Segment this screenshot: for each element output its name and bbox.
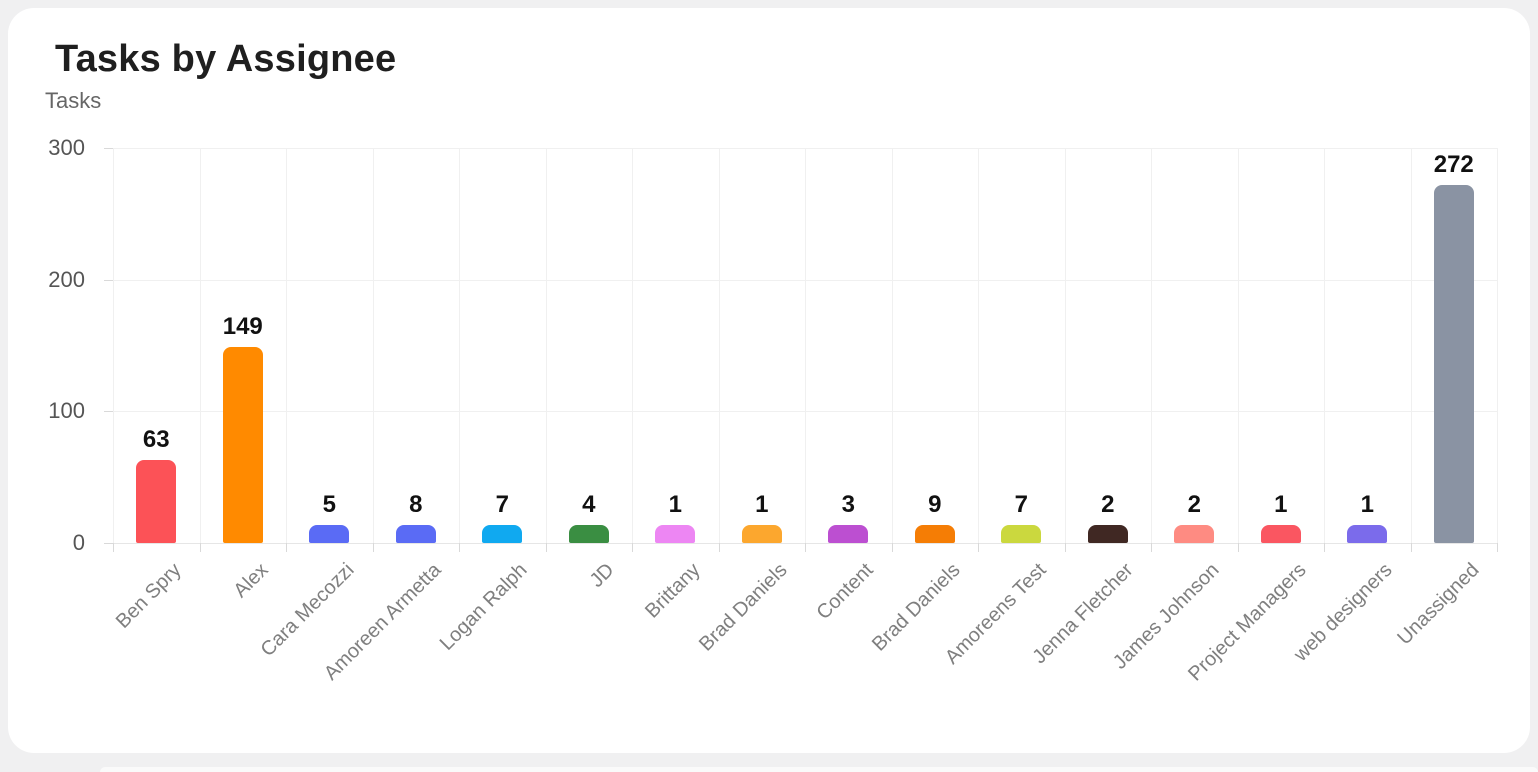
- x-axis-tick: [113, 543, 114, 552]
- y-axis-tick-label: 300: [48, 135, 85, 160]
- v-gridline: [286, 148, 287, 543]
- bar-brad-daniels[interactable]: [741, 525, 782, 543]
- plot-area: 0 100 200 300 63 149 5 8 7 4 1 1 3 9 7 2 2 1 1 272: [48, 135, 1498, 555]
- x-axis-tick: [632, 543, 633, 552]
- v-gridline: [199, 148, 201, 543]
- chart-y-axis-title: Tasks: [45, 88, 102, 113]
- x-axis-tick: [1151, 543, 1152, 552]
- x-axis-tick: [1237, 543, 1239, 552]
- bar-jd[interactable]: [568, 525, 609, 543]
- v-gridline: [978, 148, 979, 543]
- bar-value-label: 149: [222, 312, 263, 340]
- bar-alex[interactable]: [222, 346, 263, 543]
- v-gridline: [1237, 148, 1239, 543]
- bar-value-label: 1: [668, 491, 682, 518]
- x-axis-tick: [1064, 543, 1066, 552]
- bar-value-label: 9: [928, 491, 942, 518]
- bar-value-label: 8: [409, 491, 423, 518]
- bar-value-label: 63: [142, 426, 170, 454]
- x-axis-tick: [459, 543, 460, 552]
- v-gridline: [1151, 148, 1152, 543]
- x-axis-category-label: James Johnson: [1109, 559, 1224, 674]
- x-axis-tick: [805, 543, 806, 552]
- v-gridline: [891, 148, 893, 543]
- x-axis-category-label: Content: [812, 559, 878, 625]
- x-axis-tick: [718, 543, 720, 552]
- y-axis-tick-label: 100: [48, 398, 85, 424]
- v-gridline: [1324, 148, 1325, 543]
- x-axis-tick: [545, 543, 547, 552]
- bar-value-label: 1: [1274, 491, 1288, 518]
- bar-ben-spry[interactable]: [136, 460, 177, 543]
- x-axis-category-label: Logan Ralph: [436, 559, 532, 655]
- bar-value-label: 272: [1433, 150, 1474, 178]
- v-gridline: [718, 148, 720, 543]
- x-axis-category-label: Brad Daniels: [867, 559, 965, 656]
- bar-value-label: 7: [1014, 491, 1028, 518]
- v-gridline: [113, 148, 114, 543]
- y-axis-tick-label: 200: [48, 266, 85, 292]
- x-axis-category-label: Jenna Fletcher: [1028, 559, 1138, 669]
- bar-content[interactable]: [828, 525, 869, 543]
- v-gridline: [1497, 148, 1498, 543]
- bar-value-label: 2: [1187, 491, 1201, 518]
- x-axis-category-label: web designers: [1290, 559, 1397, 666]
- bar-cara-mecozzi[interactable]: [309, 525, 350, 543]
- bar-value-label: 7: [495, 491, 509, 518]
- tasks-by-assignee-card: Tasks by Assignee Tasks 0 100 200 300 63 149 5…: [8, 8, 1530, 753]
- x-axis-tick: [978, 543, 979, 552]
- x-axis-category-label: Ben Spry: [112, 559, 186, 633]
- bar-value-label: 1: [1360, 491, 1374, 518]
- chart-title: Tasks by Assignee: [55, 38, 397, 80]
- bar-value-label: 2: [1101, 491, 1115, 518]
- bar-unassigned[interactable]: [1433, 184, 1474, 543]
- x-axis-category-label: JD: [585, 559, 619, 592]
- x-axis-labels: Ben Spry Alex Cara Mecozzi Amoreen Armetta L…: [112, 543, 1497, 761]
- v-gridline: [1064, 148, 1066, 543]
- bar-brittany[interactable]: [655, 525, 696, 543]
- x-axis-category-label: Unassigned: [1393, 559, 1484, 650]
- x-axis-category-label: Cara Mecozzi: [256, 559, 359, 662]
- x-axis-tick: [891, 543, 893, 552]
- x-axis-tick: [199, 543, 201, 552]
- v-gridline: [459, 148, 460, 543]
- x-axis-category-label: Brittany: [641, 559, 705, 623]
- v-gridline: [545, 148, 547, 543]
- bar-brad-daniels[interactable]: [914, 525, 955, 543]
- bar-amoreen-armetta[interactable]: [395, 525, 436, 543]
- y-axis-tick: [104, 279, 113, 281]
- x-axis-tick: [1497, 543, 1498, 552]
- bar-logan-ralph[interactable]: [482, 525, 523, 543]
- bar-web-designers[interactable]: [1347, 525, 1388, 543]
- bar-value-label: 3: [841, 491, 855, 518]
- x-axis-tick: [286, 543, 287, 552]
- bar-jenna-fletcher[interactable]: [1087, 525, 1128, 543]
- bar-value-label: 5: [322, 491, 336, 518]
- x-axis-category-label: Brad Daniels: [694, 559, 792, 656]
- bar-value-label: 1: [755, 491, 769, 518]
- y-axis-tick: [104, 411, 113, 413]
- bar-james-johnson[interactable]: [1174, 525, 1215, 543]
- x-axis-tick: [372, 543, 374, 552]
- x-axis-category-label: Amoreens Test: [941, 559, 1051, 669]
- bar-chart: 0 100 200 300 63 149 5 8 7 4 1 1 3 9 7 2 2 1 1 272 Ben Spry…: [48, 135, 1498, 685]
- y-axis-tick-label: 0: [72, 530, 85, 555]
- y-axis-tick: [104, 148, 113, 149]
- v-gridline: [372, 148, 374, 543]
- x-axis-category-label: Alex: [229, 559, 273, 603]
- next-card-top-edge: [100, 767, 1538, 772]
- x-axis-category-label: Amoreen Armetta: [319, 559, 446, 685]
- v-gridline: [1410, 148, 1412, 543]
- x-axis-tick: [1324, 543, 1325, 552]
- bar-amoreens-test[interactable]: [1001, 525, 1042, 543]
- y-axis-tick: [104, 543, 113, 544]
- bar-project-managers[interactable]: [1260, 525, 1301, 543]
- v-gridline: [632, 148, 633, 543]
- v-gridline: [805, 148, 806, 543]
- x-axis-category-label: Project Managers: [1183, 559, 1311, 686]
- x-axis-tick: [1410, 543, 1412, 552]
- bar-value-label: 4: [582, 491, 596, 518]
